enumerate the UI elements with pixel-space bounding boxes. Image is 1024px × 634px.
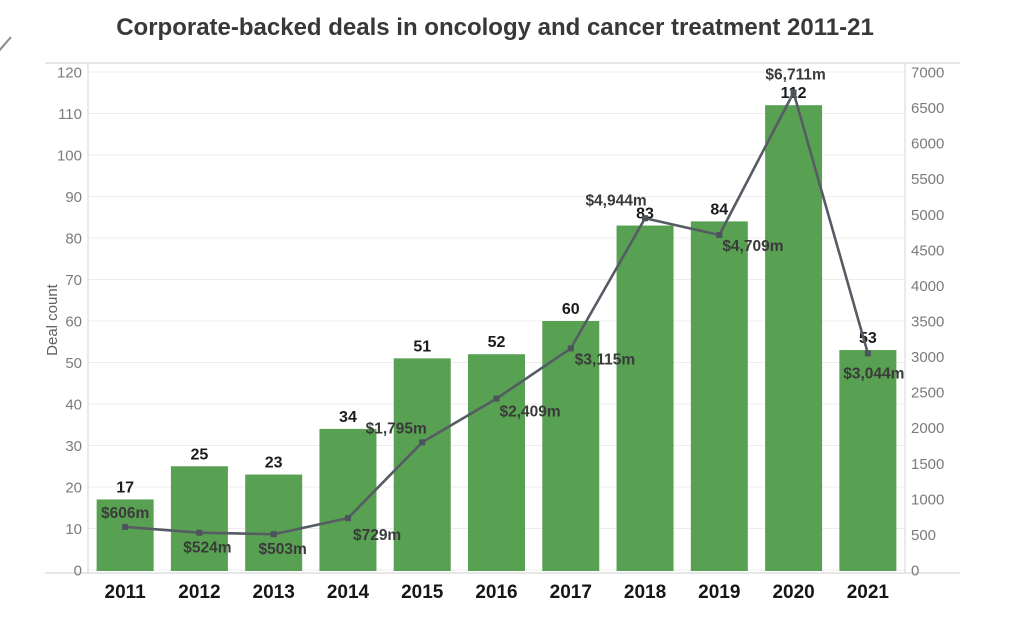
line-marker-2017	[567, 345, 574, 352]
line-marker-2013	[270, 531, 277, 538]
x-axis-year-label: 2016	[475, 582, 517, 603]
deal-count-label: 34	[339, 409, 357, 426]
bar-2012	[170, 466, 228, 571]
right-axis-tick-label: 6000	[911, 136, 944, 153]
deal-count-label: 60	[562, 301, 580, 318]
right-axis-tick-label: 0	[911, 563, 919, 580]
right-axis-tick-label: 3500	[911, 314, 944, 331]
bar-2021	[839, 350, 897, 571]
deal-value-label: $503m	[259, 541, 307, 558]
left-axis-tick-label: 10	[65, 521, 82, 538]
left-axis-tick-label: 120	[57, 65, 82, 82]
deal-value-label: $6,711m	[765, 67, 825, 84]
bar-2018	[616, 225, 674, 572]
deal-count-label: 25	[191, 446, 209, 463]
right-axis-tick-label: 7000	[911, 65, 944, 82]
bar-2011	[96, 499, 154, 571]
x-axis-year-label: 2014	[327, 582, 370, 603]
deal-value-label: $3,044m	[843, 365, 904, 382]
line-marker-2012	[196, 529, 203, 536]
deal-value-label: $2,409m	[500, 404, 561, 421]
line-marker-2018	[642, 215, 649, 222]
bar-2019	[690, 221, 748, 571]
x-axis-year-label: 2012	[178, 582, 220, 603]
line-marker-2016	[493, 395, 500, 402]
left-axis-tick-label: 60	[65, 314, 82, 331]
right-axis-tick-label: 4500	[911, 242, 944, 259]
left-edge-artifact-mark	[0, 36, 12, 52]
deal-value-label: $606m	[101, 505, 149, 522]
bar-2015	[393, 358, 451, 571]
bar-2020	[765, 105, 823, 571]
x-axis-year-label: 2021	[847, 582, 890, 603]
right-axis-tick-label: 5000	[911, 207, 944, 224]
right-axis-tick-label: 6500	[911, 100, 944, 117]
line-marker-2019	[716, 231, 723, 238]
deal-count-label: 23	[265, 455, 283, 472]
line-marker-2020	[790, 89, 797, 96]
left-axis-tick-label: 30	[65, 438, 82, 455]
left-axis-title: Deal count	[44, 283, 61, 356]
left-axis-tick-label: 50	[65, 355, 82, 372]
deal-value-label: $524m	[183, 540, 231, 557]
deal-value-label: $3,115m	[575, 351, 635, 368]
line-marker-2014	[344, 515, 351, 522]
deal-count-label: 17	[116, 479, 134, 496]
line-marker-2015	[419, 439, 426, 446]
right-axis-tick-label: 4000	[911, 278, 944, 295]
line-marker-2011	[122, 523, 129, 530]
deal-value-label: $729m	[353, 527, 401, 544]
deal-count-label: 84	[710, 201, 728, 218]
x-axis-year-label: 2013	[253, 582, 295, 603]
x-axis-year-label: 2020	[772, 582, 814, 603]
deal-count-label: 51	[413, 338, 431, 355]
right-axis-tick-label: 500	[911, 527, 936, 544]
deal-value-label: $4,709m	[722, 238, 783, 255]
x-axis-year-label: 2011	[105, 582, 147, 603]
left-axis-tick-label: 70	[65, 272, 82, 289]
x-axis-year-label: 2015	[401, 582, 444, 603]
left-axis-tick-label: 40	[65, 397, 82, 414]
right-axis-tick-label: 5500	[911, 171, 944, 188]
x-axis-year-label: 2017	[550, 582, 592, 603]
deal-count-label: 52	[488, 334, 506, 351]
bar-2013	[245, 474, 303, 571]
deal-value-label: $1,795m	[366, 420, 427, 437]
left-axis-tick-label: 0	[74, 563, 82, 580]
left-axis-tick-label: 100	[57, 148, 82, 165]
right-axis-tick-label: 2000	[911, 420, 944, 437]
left-axis-tick-label: 90	[65, 189, 82, 206]
right-axis-tick-label: 1000	[911, 491, 944, 508]
x-axis-year-label: 2019	[698, 582, 740, 603]
chart-title: Corporate-backed deals in oncology and c…	[116, 14, 874, 41]
line-marker-2021	[864, 350, 871, 357]
right-axis-tick-label: 2500	[911, 385, 944, 402]
bar-2014	[319, 428, 377, 571]
x-axis-year-label: 2018	[624, 582, 666, 603]
left-axis-tick-label: 110	[58, 106, 82, 123]
left-axis-tick-label: 80	[65, 231, 82, 248]
right-axis-tick-label: 1500	[911, 456, 944, 473]
left-axis-tick-label: 20	[65, 480, 82, 497]
deal-value-label: $4,944m	[585, 192, 646, 209]
bar-2016	[468, 354, 525, 571]
right-axis-tick-label: 3000	[911, 349, 944, 366]
